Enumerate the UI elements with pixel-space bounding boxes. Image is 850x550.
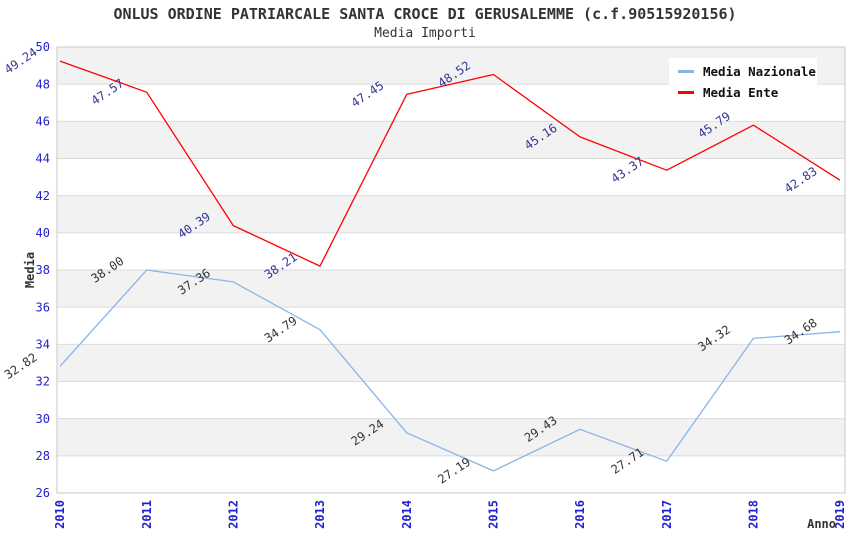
data-label: 32.82 (2, 350, 40, 382)
x-tick-label: 2019 (833, 500, 847, 529)
x-tick-label: 2014 (400, 500, 414, 529)
y-tick-label: 50 (36, 40, 50, 54)
x-tick-label: 2011 (140, 500, 154, 529)
y-tick-label: 26 (36, 486, 50, 500)
data-label: 42.83 (782, 164, 820, 196)
y-tick-label: 28 (36, 449, 50, 463)
data-label: 34.79 (262, 314, 300, 346)
x-tick-label: 2018 (747, 500, 761, 529)
legend-item-media-ente: Media Ente (669, 82, 817, 103)
y-tick-label: 46 (36, 115, 50, 129)
chart-title: ONLUS ORDINE PATRIARCALE SANTA CROCE DI … (113, 5, 737, 23)
y-tick-label: 36 (36, 300, 50, 314)
plot-border (56, 46, 846, 494)
x-tick-label: 2016 (573, 500, 587, 529)
legend-swatch-media-nazionale (678, 70, 694, 73)
plot-band (57, 418, 845, 456)
legend: Media Nazionale Media Ente (669, 58, 817, 106)
legend-swatch-media-ente (678, 91, 694, 94)
x-axis-title: Anno (807, 517, 836, 531)
data-label: 49.24 (2, 45, 40, 77)
x-tick-label: 2015 (487, 500, 501, 529)
y-tick-label: 38 (36, 263, 50, 277)
y-tick-label: 30 (36, 412, 50, 426)
plot-band (57, 344, 845, 382)
y-tick-label: 48 (36, 77, 50, 91)
data-label: 34.68 (782, 316, 820, 348)
y-tick-label: 40 (36, 226, 50, 240)
plot-band (57, 121, 845, 159)
y-tick-label: 42 (36, 189, 50, 203)
x-tick-label: 2017 (660, 500, 674, 529)
data-label: 27.19 (435, 455, 473, 487)
y-tick-label: 32 (36, 375, 50, 389)
series-line-media-nazionale (59, 269, 841, 472)
x-tick-label: 2010 (53, 500, 67, 529)
x-tick-label: 2012 (227, 500, 241, 529)
y-tick-label: 34 (36, 338, 50, 352)
legend-label-media-nazionale: Media Nazionale (703, 64, 816, 79)
plot-band (57, 195, 845, 233)
plot-band (57, 270, 845, 308)
chart-subtitle: Media Importi (374, 26, 476, 41)
legend-label-media-ente: Media Ente (703, 85, 779, 100)
legend-item-media-nazionale: Media Nazionale (669, 61, 817, 82)
y-axis-title: Media (23, 252, 37, 288)
y-tick-label: 44 (36, 152, 50, 166)
x-tick-label: 2013 (313, 500, 327, 529)
series-line-media-ente (59, 60, 841, 267)
